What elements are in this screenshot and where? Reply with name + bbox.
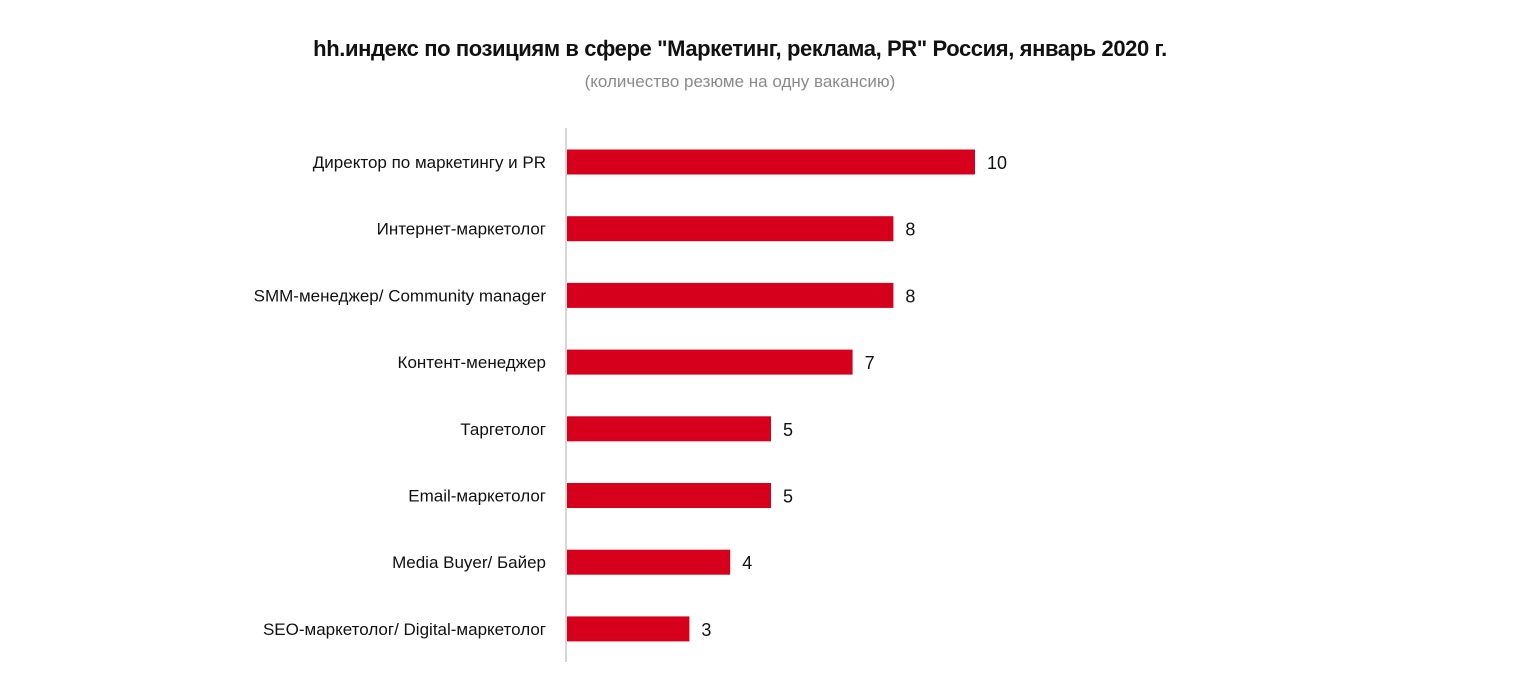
category-label: SEO-маркетолог/ Digital-маркетолог (263, 620, 546, 639)
bar (567, 216, 894, 242)
bar (567, 349, 853, 375)
data-label: 3 (701, 620, 711, 640)
category-label: SMM-менеджер/ Community manager (254, 286, 547, 305)
data-label: 7 (865, 353, 875, 373)
data-label: 5 (783, 487, 793, 507)
chart-title: hh.индекс по позициям в сфере "Маркетинг… (313, 36, 1167, 61)
category-label: Email-маркетолог (408, 487, 546, 506)
data-label: 8 (905, 220, 915, 240)
bar (567, 149, 975, 175)
data-label: 8 (905, 286, 915, 306)
category-label: Media Buyer/ Байер (392, 553, 546, 572)
bar (567, 483, 771, 508)
bar (567, 282, 894, 308)
chart-subtitle: (количество резюме на одну вакансию) (584, 72, 896, 91)
category-label: Интернет-маркетолог (377, 220, 546, 239)
bar (567, 549, 731, 575)
category-label: Директор по маркетингу и PR (313, 153, 546, 172)
data-label: 10 (987, 153, 1007, 173)
category-label: Таргетолог (460, 420, 546, 439)
data-label: 5 (783, 420, 793, 440)
bar (567, 616, 690, 642)
data-label: 4 (742, 553, 752, 573)
category-label: Контент-менеджер (398, 353, 546, 372)
bar (567, 416, 771, 442)
